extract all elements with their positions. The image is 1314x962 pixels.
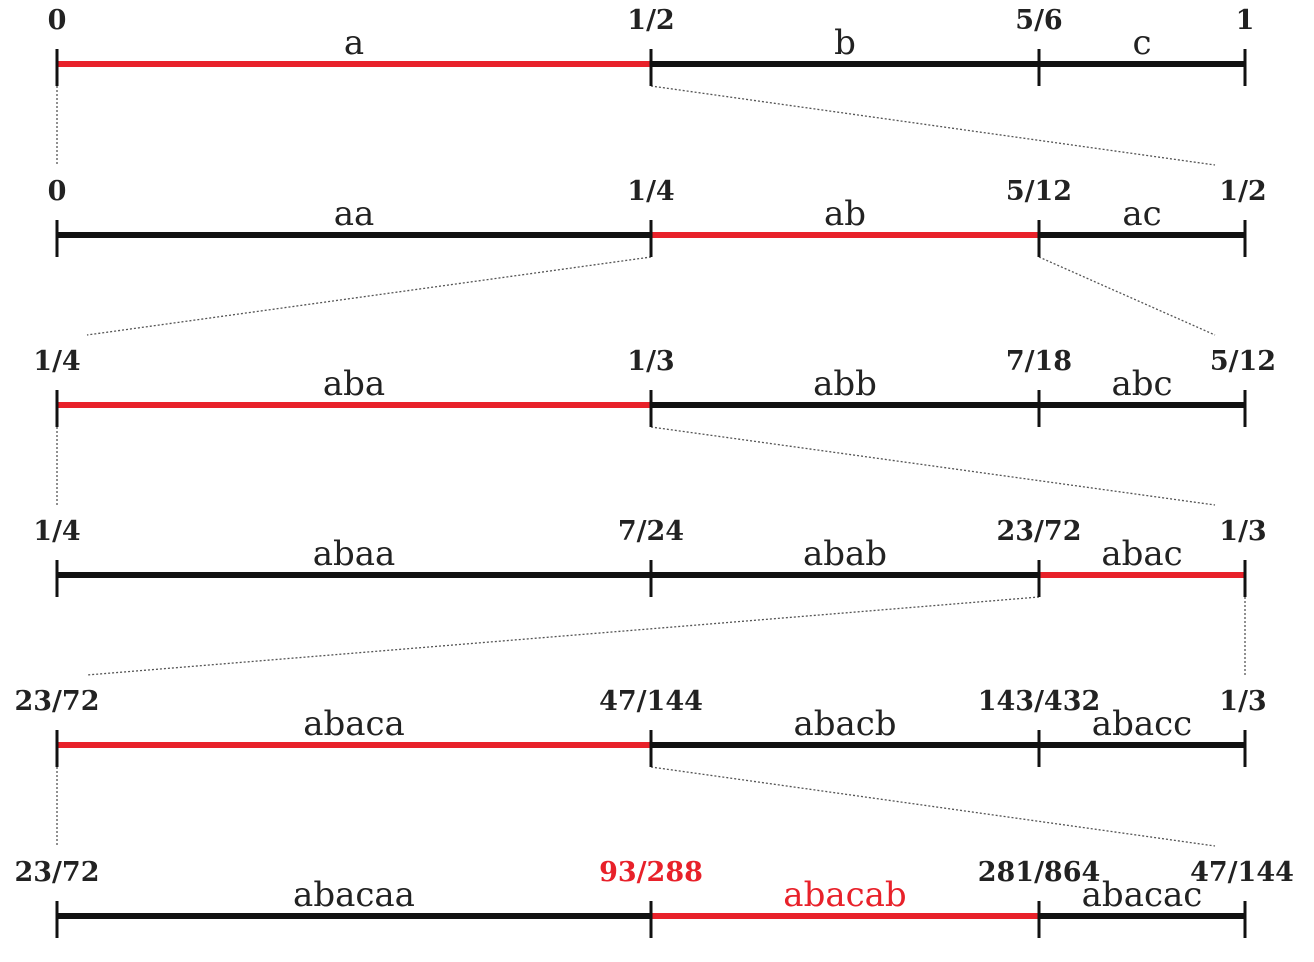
zoom-connector bbox=[86, 256, 652, 336]
segment-label-abab: abab bbox=[803, 534, 887, 574]
interval-row-4: abaa abab abac 1/4 7/24 23/72 1/3 bbox=[33, 516, 1267, 597]
segment-label-abaca: abaca bbox=[303, 704, 405, 744]
tick-label: 23/72 bbox=[996, 516, 1081, 547]
segment-label-abac: abac bbox=[1101, 534, 1182, 574]
tick-label: 5/12 bbox=[1210, 346, 1276, 377]
tick-label: 93/288 bbox=[599, 857, 703, 888]
tick-label: 1/2 bbox=[1219, 176, 1266, 207]
tick-label: 47/144 bbox=[599, 686, 703, 717]
segment-label-aa: aa bbox=[334, 194, 375, 234]
segment-label-abacac: abacac bbox=[1082, 875, 1203, 915]
segment-label-abacc: abacc bbox=[1092, 704, 1192, 744]
segment-label-abb: abb bbox=[813, 364, 877, 404]
tick-label: 1/3 bbox=[627, 346, 674, 377]
zoom-connector-lines bbox=[56, 85, 1246, 847]
segment-label-abaa: abaa bbox=[313, 534, 396, 574]
tick-label: 5/12 bbox=[1006, 176, 1072, 207]
zoom-connector bbox=[650, 85, 1216, 166]
zoom-connector bbox=[1038, 256, 1216, 336]
segment-label-c: c bbox=[1132, 23, 1151, 63]
tick-label: 1/3 bbox=[1219, 516, 1266, 547]
tick-label: 1/2 bbox=[627, 5, 674, 36]
tick-label: 0 bbox=[48, 5, 67, 36]
segment-label-aba: aba bbox=[323, 364, 385, 404]
segment-label-abacaa: abacaa bbox=[293, 875, 415, 915]
interval-row-2: aa ab ac 0 1/4 5/12 1/2 bbox=[48, 176, 1267, 257]
tick-label: 1/4 bbox=[33, 516, 80, 547]
tick-label: 23/72 bbox=[14, 857, 99, 888]
segment-label-ac: ac bbox=[1122, 194, 1161, 234]
interval-row-3: aba abb abc 1/4 1/3 7/18 5/12 bbox=[33, 346, 1276, 427]
segment-label-abc: abc bbox=[1111, 364, 1172, 404]
tick-label: 1/4 bbox=[627, 176, 674, 207]
tick-label: 281/864 bbox=[978, 857, 1101, 888]
tick-label: 7/18 bbox=[1006, 346, 1072, 377]
segment-label-b: b bbox=[834, 23, 856, 63]
tick-label: 1/3 bbox=[1219, 686, 1266, 717]
tick-label: 1/4 bbox=[33, 346, 80, 377]
interval-row-1: a b c 0 1/2 5/6 1 bbox=[48, 5, 1255, 86]
interval-row-5: abaca abacb abacc 23/72 47/144 143/432 1/3 bbox=[14, 686, 1267, 767]
tick-label: 7/24 bbox=[618, 516, 684, 547]
segment-label-a: a bbox=[344, 23, 364, 63]
tick-label: 0 bbox=[48, 176, 67, 207]
tick-label: 143/432 bbox=[978, 686, 1101, 717]
segment-label-abacab: abacab bbox=[783, 875, 906, 915]
tick-label: 47/144 bbox=[1190, 857, 1294, 888]
tick-label: 5/6 bbox=[1015, 5, 1062, 36]
zoom-connector bbox=[86, 596, 1040, 676]
segment-label-ab: ab bbox=[824, 194, 866, 234]
tick-label: 23/72 bbox=[14, 686, 99, 717]
zoom-connector bbox=[650, 766, 1216, 847]
segment-label-abacb: abacb bbox=[793, 704, 896, 744]
tick-label: 1 bbox=[1236, 5, 1255, 36]
interval-row-6: abacaa abacab abacac 23/72 93/288 281/864 47/1… bbox=[14, 857, 1294, 938]
zoom-connector bbox=[650, 426, 1216, 506]
